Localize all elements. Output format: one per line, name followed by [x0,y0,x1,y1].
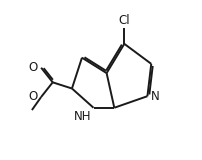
Text: Cl: Cl [119,14,130,27]
Text: O: O [29,61,38,74]
Text: NH: NH [74,110,91,123]
Text: N: N [151,90,160,103]
Text: O: O [29,90,38,104]
